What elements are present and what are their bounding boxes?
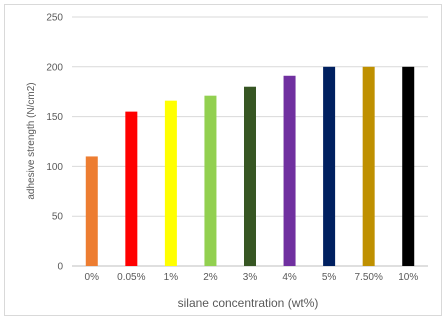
y-tick-label: 250 xyxy=(46,13,63,24)
x-tick-label: 3% xyxy=(243,272,258,283)
x-tick-label: 5% xyxy=(322,272,337,283)
bar-0- xyxy=(85,156,98,266)
bars xyxy=(85,66,415,267)
bar-7-50- xyxy=(362,66,375,266)
x-tick-label: 7.50% xyxy=(354,272,382,283)
y-tick-label: 200 xyxy=(46,62,63,73)
y-tick-label: 50 xyxy=(52,212,64,223)
bar-2- xyxy=(204,95,217,267)
x-tick-label: 0% xyxy=(85,272,100,283)
y-tick-labels: 0 50 100 150 200 250 xyxy=(46,13,63,273)
bar-4- xyxy=(283,75,296,266)
x-tick-label: 0.05% xyxy=(117,272,145,283)
bar-5- xyxy=(323,66,336,266)
y-axis-title: adhesive strength (N/cm2) xyxy=(26,82,37,199)
x-tick-label: 4% xyxy=(282,272,297,283)
x-tick-label: 2% xyxy=(203,272,218,283)
x-tick-label: 10% xyxy=(398,272,418,283)
bar-1- xyxy=(164,100,177,266)
bar-0-05- xyxy=(125,111,138,267)
x-tick-labels: 0% 0.05% 1% 2% 3% 4% 5% 7.50% 10% xyxy=(85,272,419,283)
bar-10- xyxy=(402,66,415,266)
y-tick-label: 100 xyxy=(46,162,63,173)
y-tick-label: 0 xyxy=(57,262,63,273)
x-tick-label: 1% xyxy=(164,272,179,283)
y-tick-label: 150 xyxy=(46,112,63,123)
bar-3- xyxy=(244,86,256,266)
x-axis-title: silane concentration (wt%) xyxy=(178,296,319,310)
